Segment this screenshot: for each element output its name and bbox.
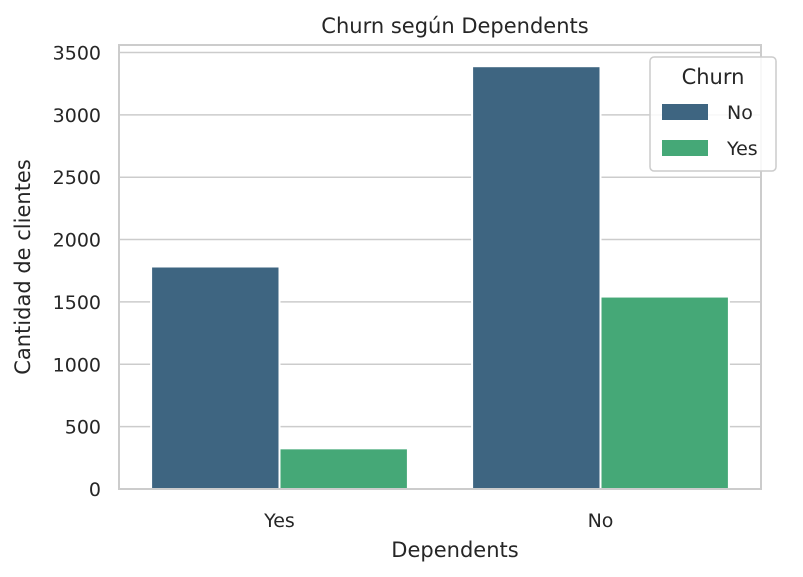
x-axis-title: Dependents [391,538,518,562]
legend-label-no: No [727,102,753,124]
legend-swatch-yes [662,140,708,156]
y-tick-label: 1500 [53,292,101,314]
x-axis-ticks: Yes No [263,510,613,532]
x-tick-label: Yes [263,510,295,532]
legend: Churn No Yes [649,56,777,172]
y-tick-label: 3500 [53,42,101,64]
y-tick-label: 500 [65,417,101,439]
y-tick-label: 2500 [53,167,101,189]
y-axis-ticks: 0 500 1000 1500 2000 2500 3000 3500 [53,42,101,501]
bar-yes-churn-no [150,265,281,490]
legend-label-yes: Yes [726,138,758,160]
x-tick-label: No [588,510,614,532]
chart-title: Churn según Dependents [321,14,588,38]
y-tick-label: 0 [89,479,101,501]
bar-yes-churn-yes [278,447,409,491]
bar-no-churn-yes [599,295,730,491]
bar-no-churn-no [471,65,602,491]
legend-swatch-no [662,104,708,120]
y-tick-label: 1000 [53,354,101,376]
plot-frame [118,44,762,490]
legend-entries: No Yes [662,102,758,160]
bars [150,65,730,491]
y-tick-label: 2000 [53,230,101,252]
y-tick-label: 3000 [53,105,101,127]
y-axis-title: Cantidad de clientes [11,159,35,375]
legend-title: Churn [682,65,745,89]
